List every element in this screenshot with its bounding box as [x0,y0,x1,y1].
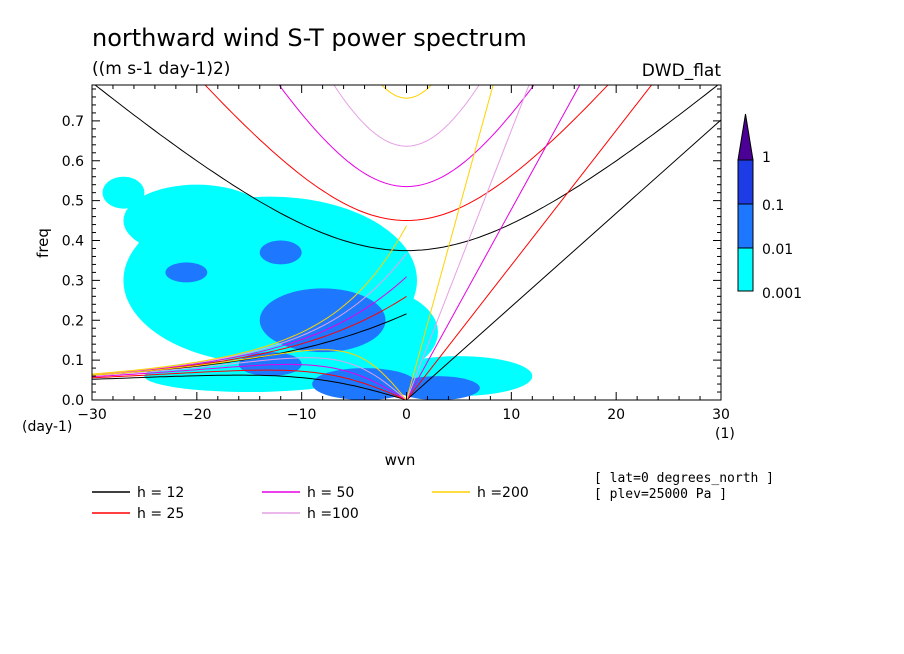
y-unit-label: (day-1) [22,419,72,435]
colorbar-label: 0.1 [762,198,784,214]
x-axis-label: wvn [385,451,416,469]
source-label: DWD_flat [642,61,722,81]
colorbar-segment [737,247,754,292]
colorbar-label: 0.01 [762,242,793,258]
power-region-level-1 [291,220,376,261]
legend-label-h12: h = 12 [137,485,184,501]
kelvin-curve-h100 [406,85,530,400]
power-region-level-2 [259,240,302,265]
inertio-gravity-curve-h12 [94,85,719,252]
x-tick-label: −20 [182,407,212,423]
annotation-lat: [ lat=0 degrees_north ] [594,471,774,486]
power-region-level-1 [123,184,271,257]
colorbar: 0.001 0.01 0.1 1 [737,113,802,302]
rossby-curve-h100 [92,357,407,400]
power-regions [102,176,533,400]
y-tick-label: 0.3 [62,273,84,289]
power-region-level-2 [165,262,208,283]
legend-label-h25: h = 25 [137,506,184,522]
rossby-curve-h50 [92,363,407,400]
y-axis-label: freq [34,228,52,258]
dispersion-curves [92,85,721,400]
mrg-curve-h200 [92,225,407,375]
curve-legend: h = 12 h = 25 h = 50 h =100 h =200 [92,485,529,522]
legend-label-h50: h = 50 [307,485,354,501]
legend-label-h100: h =100 [307,506,359,522]
colorbar-segment [737,159,754,205]
colorbar-label: 1 [762,150,771,166]
power-region-level-1 [144,360,355,393]
y-tick-label: 0.1 [62,353,84,369]
y-tick-label: 0.5 [62,194,84,210]
kelvin-curve-h12 [406,119,721,400]
rossby-curve-h25 [92,369,407,400]
rossby-curve-h12 [92,374,407,400]
x-tick-label: −30 [77,407,107,423]
power-region-level-2 [259,288,386,353]
x-tick-label: −10 [287,407,317,423]
y-tick-label: 0.6 [62,154,84,170]
axes: −30 −20 −10 0 10 20 30 0.0 0.1 0.2 0.3 0.4 0.5 0.6 0.7 [62,85,730,423]
x-tick-label: 10 [502,407,520,423]
power-region-level-1 [102,176,145,209]
y-tick-label: 0.2 [62,313,84,329]
y-tick-label: 0.7 [62,114,84,130]
x-tick-label: 0 [402,407,411,423]
inertio-gravity-curve-h50 [278,85,535,188]
colorbar-arrow [737,113,754,161]
y-tick-label: 0.4 [62,234,84,250]
inertio-gravity-curve-h100 [333,85,480,147]
inertio-gravity-curve-h25 [204,85,609,222]
x-tick-label: 30 [712,407,730,423]
chart-units: ((m s-1 day-1)2) [92,59,230,79]
colorbar-label: 0.001 [762,286,802,302]
chart-title: northward wind S-T power spectrum [92,24,527,52]
colorbar-segment [737,203,754,249]
x-unit-label: (1) [715,426,735,442]
annotation-plev: [ plev=25000 Pa ] [594,487,727,502]
legend-label-h200: h =200 [477,485,529,501]
kelvin-curve-h25 [406,85,653,400]
rossby-curve-h200 [92,349,407,400]
kelvin-curve-h50 [406,85,581,400]
y-tick-label: 0.0 [62,393,84,409]
inertio-gravity-curve-h200 [381,85,432,99]
power-region-level-2 [396,376,480,400]
kelvin-curve-h200 [406,85,494,400]
x-tick-label: 20 [607,407,625,423]
